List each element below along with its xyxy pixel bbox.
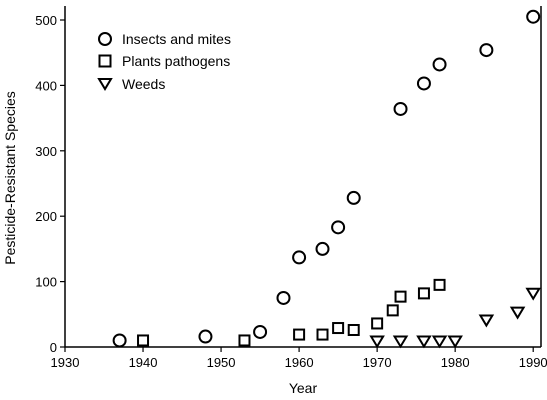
- x-ticks: 1930 1940 1950 1960 1970 1980 1990: [51, 347, 547, 370]
- point-triangle-down-1978: [431, 335, 448, 349]
- point-circle-1965: [331, 220, 346, 235]
- point-triangle-down-1980: [447, 335, 463, 349]
- point-square-1963: [316, 328, 329, 341]
- x-tick-label-1990: 1990: [519, 355, 547, 370]
- y-tick-label-500: 500: [35, 13, 57, 28]
- point-circle-1973: [393, 101, 408, 116]
- point-triangle-down-1990: [525, 287, 541, 301]
- legend-marker-insects: [98, 32, 112, 46]
- y-ticks: 0 100 200 300 400 500: [35, 13, 65, 355]
- y-tick-label-0: 0: [50, 340, 57, 355]
- x-tick-label-1980: 1980: [441, 355, 470, 370]
- point-circle-1976: [416, 76, 431, 91]
- point-circle-1955: [253, 324, 268, 339]
- point-triangle-down-1976: [416, 335, 432, 349]
- data-points: [112, 9, 541, 349]
- point-circle-1984: [479, 43, 494, 58]
- point-square-1973: [394, 290, 407, 303]
- x-axis-label: Year: [289, 380, 318, 396]
- point-square-1967: [347, 323, 360, 336]
- x-tick-label-1930: 1930: [51, 355, 80, 370]
- point-square-1940: [137, 334, 150, 347]
- x-tick-label-1940: 1940: [129, 355, 158, 370]
- point-square-1972: [386, 304, 399, 317]
- legend-label-pathogens: Plants pathogens: [122, 53, 230, 69]
- point-triangle-down-1973: [392, 335, 409, 349]
- point-circle-1978: [432, 57, 447, 72]
- point-circle-1963: [315, 241, 330, 256]
- y-tick-label-200: 200: [35, 209, 57, 224]
- y-tick-label-300: 300: [35, 144, 57, 159]
- x-tick-label-1950: 1950: [207, 355, 236, 370]
- legend-label-insects: Insects and mites: [122, 31, 231, 47]
- point-square-1976: [417, 287, 430, 300]
- point-circle-1960: [292, 250, 307, 265]
- point-circle-1990: [526, 9, 541, 24]
- legend-label-weeds: Weeds: [122, 76, 165, 92]
- legend-marker-weeds: [97, 78, 113, 91]
- point-triangle-down-1970: [369, 335, 385, 349]
- point-square-1965: [332, 322, 345, 335]
- point-circle-1948: [198, 329, 213, 344]
- point-circle-1958: [276, 290, 291, 305]
- point-circle-1967: [346, 190, 361, 205]
- point-square-1953: [238, 334, 251, 347]
- point-triangle-down-1984: [478, 314, 495, 328]
- x-tick-label-1960: 1960: [285, 355, 314, 370]
- point-triangle-down-1988: [509, 306, 526, 320]
- y-axis-label: Pesticide-Resistant Species: [2, 91, 18, 265]
- point-square-1960: [293, 328, 306, 341]
- x-tick-label-1970: 1970: [363, 355, 392, 370]
- point-circle-1937: [112, 333, 127, 348]
- y-tick-label-100: 100: [35, 275, 57, 290]
- legend: Insects and mites Plants pathogens Weeds: [97, 31, 231, 92]
- legend-marker-pathogens: [98, 54, 112, 68]
- y-tick-label-400: 400: [35, 78, 57, 93]
- point-square-1970: [371, 317, 384, 330]
- point-square-1978: [433, 278, 446, 291]
